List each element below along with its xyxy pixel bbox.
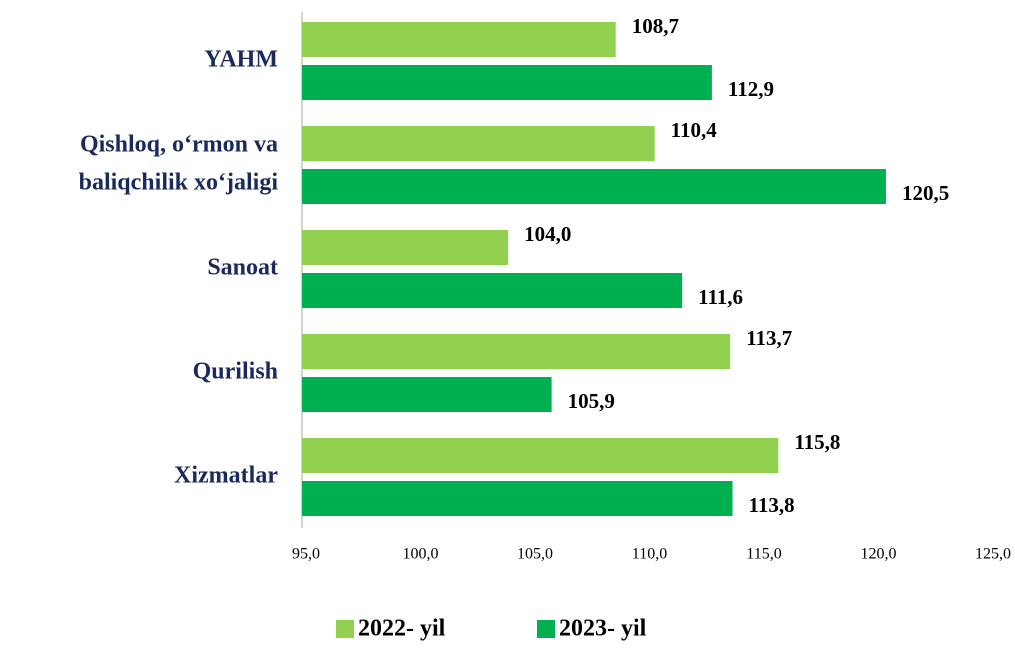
bar [302,334,731,369]
legend-swatch [336,620,354,638]
value-label: 115,8 [794,430,840,454]
x-tick-label: 120,0 [861,546,897,563]
bar [302,377,552,412]
category-label: baliqchilik xo‘jaligi [79,170,279,196]
bar [302,230,509,265]
bar [302,273,683,308]
bar [302,438,779,473]
category-label: Xizmatlar [174,463,278,489]
value-label: 113,7 [746,326,792,350]
category-label: Sanoat [207,255,278,281]
value-label: 110,4 [671,118,718,142]
x-tick-label: 100,0 [403,546,439,563]
bar [302,481,733,516]
legend-label: 2022- yil [358,616,446,642]
x-tick-label: 105,0 [517,546,553,563]
value-label: 108,7 [632,14,679,38]
x-tick-label: 110,0 [632,546,667,563]
bar [302,65,712,100]
legend-swatch [537,620,555,638]
value-label: 104,0 [524,222,571,246]
category-label: YAHM [204,47,278,73]
bar [302,169,886,204]
x-tick-label: 95,0 [292,546,320,563]
category-label: Qurilish [193,359,278,385]
x-tick-label: 125,0 [975,546,1011,563]
x-tick-label: 115,0 [746,546,781,563]
value-label: 111,6 [698,285,743,309]
bar [302,22,616,57]
category-label: Qishloq, o‘rmon va [80,132,278,158]
value-label: 120,5 [902,181,949,205]
legend-label: 2023- yil [559,616,647,642]
bar [302,126,655,161]
value-label: 105,9 [568,389,615,413]
value-label: 113,8 [749,493,795,517]
value-label: 112,9 [728,77,774,101]
